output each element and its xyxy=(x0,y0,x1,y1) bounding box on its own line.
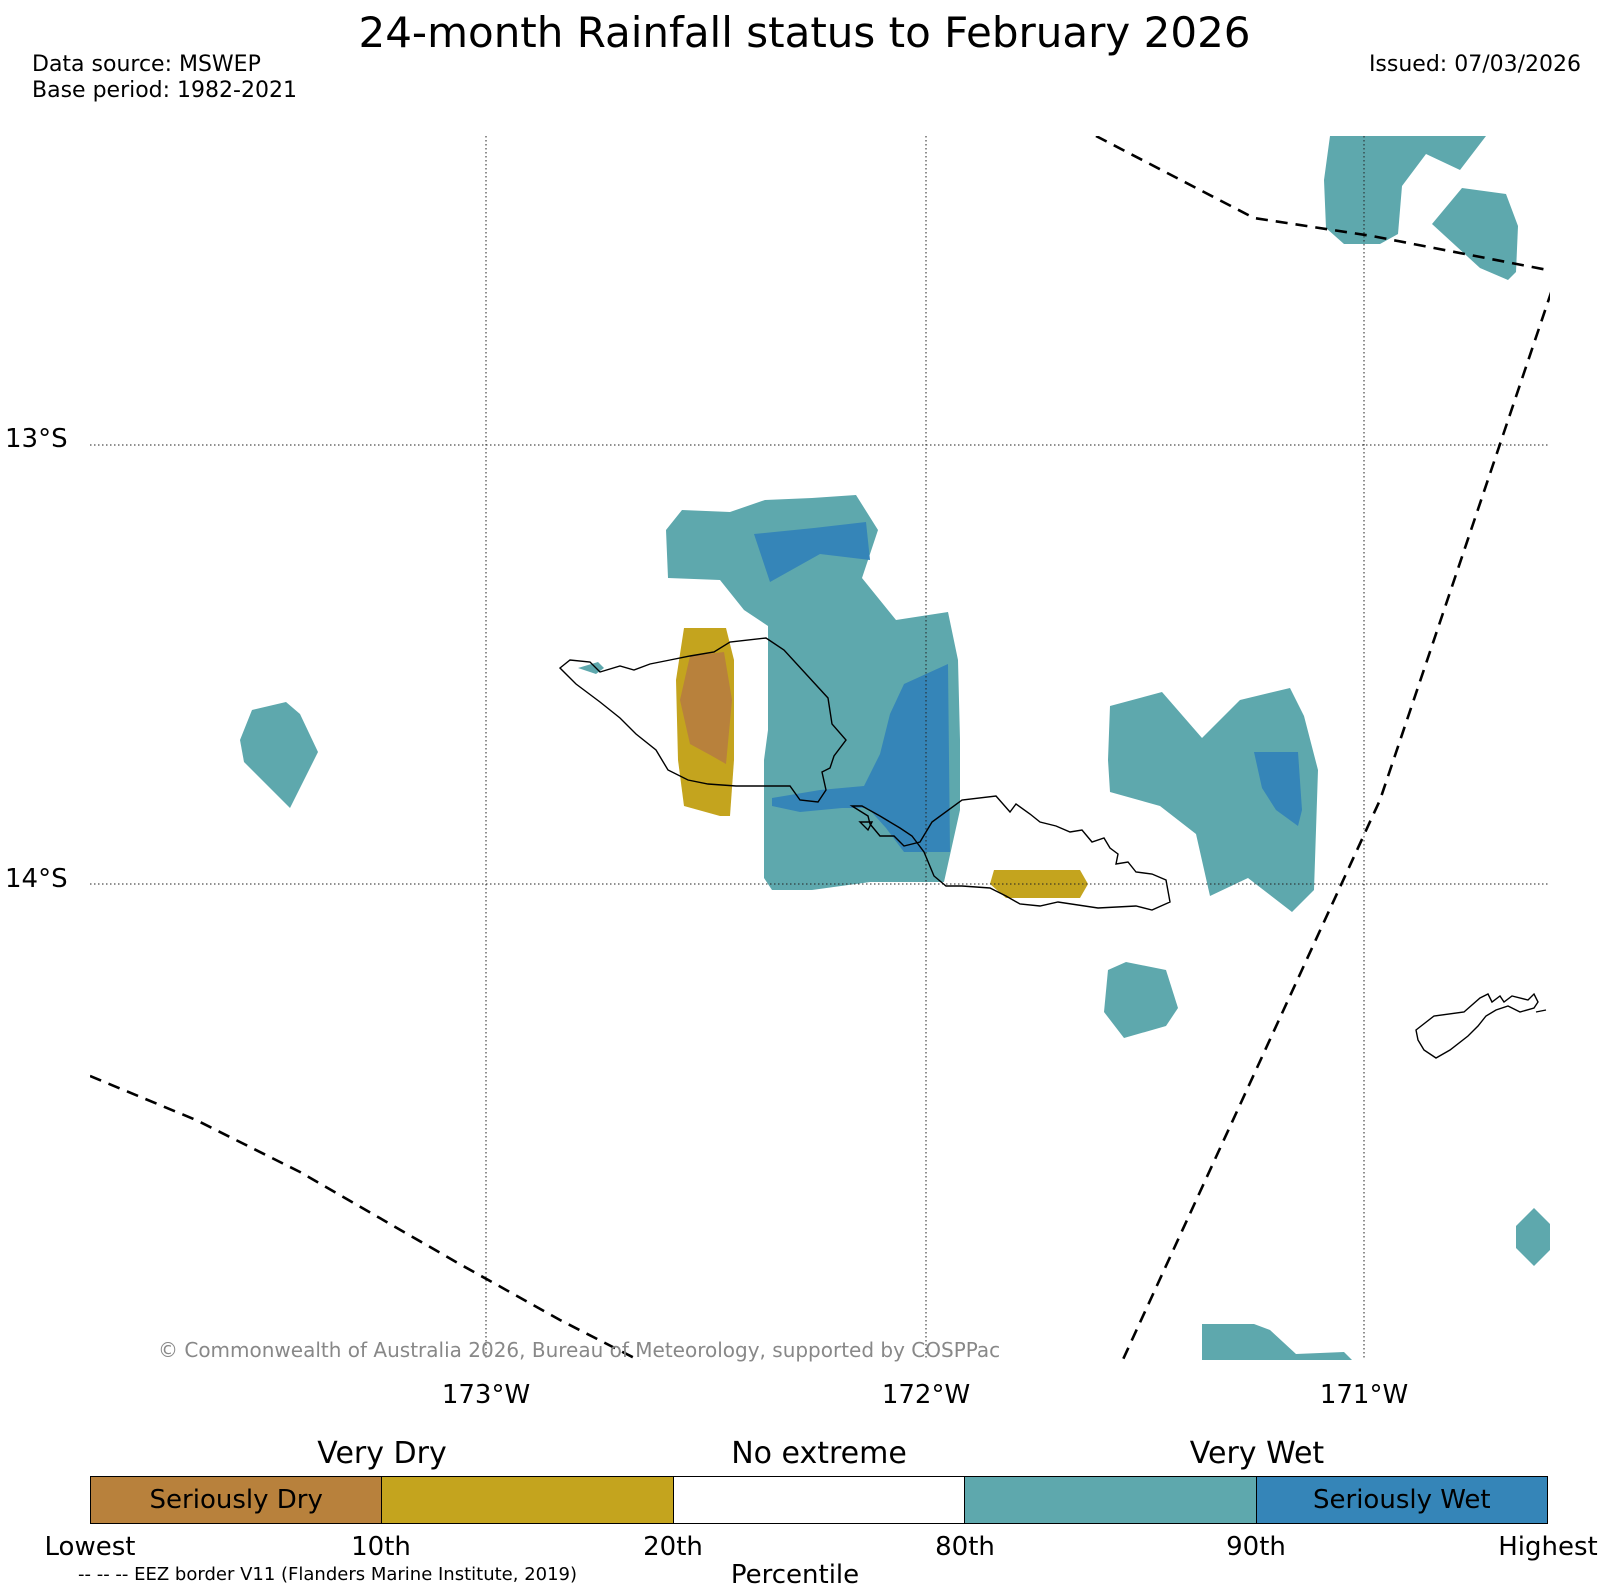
category-very-dry: Very Dry xyxy=(317,1436,447,1471)
issued-date-text: Issued: 07/03/2026 xyxy=(1368,52,1581,77)
very-wet-region-northeast-2 xyxy=(1432,188,1518,280)
very-wet-region-tutuila-west xyxy=(1108,688,1318,912)
colorbar-segment-very-wet xyxy=(965,1477,1257,1523)
lon-label-173w: 173°W xyxy=(441,1380,531,1410)
eez-borders xyxy=(90,136,1550,1360)
savaii-coastline xyxy=(558,637,847,803)
coastlines xyxy=(558,637,1547,1059)
tick-20th: 20th xyxy=(643,1532,703,1562)
lat-label-13s: 13°S xyxy=(5,424,68,454)
copyright-text: © Commonwealth of Australia 2026, Bureau… xyxy=(158,1338,1001,1362)
upolu-islet xyxy=(858,821,874,832)
very-wet-region-southeast xyxy=(1516,1208,1550,1266)
tutuila-islet xyxy=(1535,1009,1547,1013)
eez-border-east xyxy=(1121,291,1550,1360)
colorbar: Seriously Dry Seriously Wet xyxy=(90,1476,1548,1524)
seriously-wet-regions xyxy=(754,522,1302,852)
very-wet-region-south-1 xyxy=(1104,962,1178,1038)
very-wet-region-small xyxy=(578,662,604,674)
base-period-text: Base period: 1982-2021 xyxy=(32,78,297,103)
colorbar-segment-seriously-dry: Seriously Dry xyxy=(91,1477,383,1523)
eez-border-note: -- -- -- EEZ border V11 (Flanders Marine… xyxy=(78,1564,578,1585)
very-wet-region-west xyxy=(240,702,318,808)
lat-label-14s: 14°S xyxy=(5,864,68,894)
eez-border-northeast xyxy=(1095,136,1550,272)
seriously-dry-region xyxy=(680,652,732,764)
lon-label-172w: 172°W xyxy=(881,1380,971,1410)
colorbar-segment-seriously-wet: Seriously Wet xyxy=(1256,1477,1548,1523)
category-no-extreme: No extreme xyxy=(731,1436,907,1471)
map-title: 24-month Rainfall status to February 202… xyxy=(358,8,1251,57)
upolu-coastline xyxy=(849,795,1171,911)
gridlines xyxy=(90,136,1550,1360)
seriously-wet-region-east xyxy=(1254,752,1302,826)
very-wet-region-south-2 xyxy=(1202,1324,1352,1360)
tick-80th: 80th xyxy=(935,1532,995,1562)
tick-highest: Highest xyxy=(1498,1532,1598,1562)
seriously-wet-region-north xyxy=(754,522,870,582)
eez-border-southwest xyxy=(90,1074,642,1360)
tutuila-coastline xyxy=(1415,992,1539,1059)
tick-10th: 10th xyxy=(351,1532,411,1562)
tick-90th: 90th xyxy=(1226,1532,1286,1562)
colorbar-axis-label: Percentile xyxy=(730,1560,860,1590)
colorbar-segment-no-extreme xyxy=(673,1477,966,1523)
colorbar-segment-very-dry xyxy=(382,1477,674,1523)
category-very-wet: Very Wet xyxy=(1189,1436,1325,1471)
seriously-wet-region-central xyxy=(772,664,950,852)
lon-label-171w: 171°W xyxy=(1319,1380,1409,1410)
tick-lowest: Lowest xyxy=(44,1532,136,1562)
data-source-text: Data source: MSWEP xyxy=(32,52,261,77)
